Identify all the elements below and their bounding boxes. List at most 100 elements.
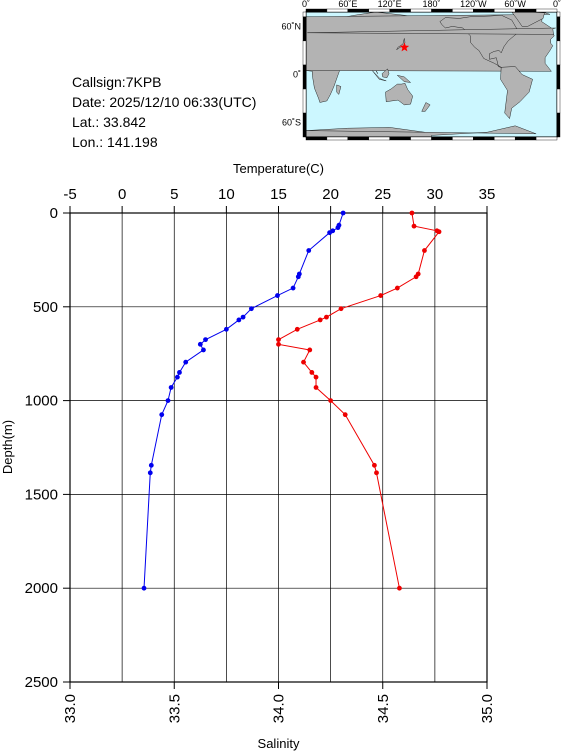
map-frame-segment: [452, 8, 474, 13]
salinity-tick-label: 35.0: [479, 694, 496, 723]
depth-tick-label: 2500: [25, 674, 58, 691]
temperature-data-point: [340, 210, 346, 216]
temperature-data-point: [248, 306, 254, 312]
depth-tick-label: 0: [50, 205, 58, 222]
longitude-text: Lon.: 141.198: [72, 134, 158, 150]
salinity-data-point: [338, 306, 344, 312]
temperature-data-point: [168, 385, 174, 390]
salinity-data-point: [313, 374, 319, 380]
salinity-tick-label: 34.0: [271, 694, 288, 723]
temperature-data-point: [147, 470, 153, 476]
landmass: [336, 84, 342, 95]
salinity-data-point: [276, 341, 281, 347]
map-longitude-label: 60˚W: [504, 0, 526, 9]
map-longitude-label: 0˚: [302, 0, 310, 9]
salinity-data-point: [378, 293, 384, 298]
map-frame-segment: [389, 8, 411, 13]
latitude-text: Lat.: 33.842: [72, 114, 146, 130]
salinity-axis-label: Salinity: [258, 736, 300, 751]
landmass: [396, 74, 412, 83]
map-frame-segment: [305, 136, 328, 141]
salinity-data-point: [294, 326, 300, 332]
map-frame-segment: [410, 136, 432, 141]
temperature-data-point: [165, 398, 171, 403]
map-frame-segment: [326, 8, 349, 13]
temperature-data-point: [177, 370, 182, 375]
temperature-tick-label: -5: [63, 186, 76, 203]
temperature-tick-label: 10: [218, 186, 235, 203]
map-longitude-label: 180˚: [422, 0, 440, 9]
map-frame-segment: [535, 136, 558, 141]
chart-grid: [63, 206, 488, 689]
map-frame-segment: [473, 8, 495, 13]
map-frame-segment: [535, 8, 558, 13]
temperature-data-point: [290, 285, 296, 291]
map-frame-segment: [473, 136, 495, 141]
depth-axis-label: Depth(m): [0, 420, 15, 474]
map-latitude-label: 60˚S: [282, 118, 301, 128]
salinity-data-point: [411, 223, 417, 229]
salinity-tick-labels: 33.0 33.5 34.0 34.5 35.0: [62, 694, 496, 723]
temperature-axis-label: Temperature(C): [233, 161, 324, 176]
map-frame-segment: [494, 8, 516, 13]
landmass: [396, 38, 406, 50]
salinity-data-point: [342, 412, 348, 418]
salinity-data-point: [394, 285, 400, 291]
map-longitude-label: 60˚E: [338, 0, 357, 9]
salinity-data-point: [276, 337, 281, 343]
salinity-tick-label: 33.5: [166, 694, 183, 723]
world-map: 0˚ 60˚E 120˚E 180˚ 120˚W 60˚W 0˚ 60˚N 0˚ 60˚S: [281, 0, 561, 141]
map-frame-segment: [302, 112, 307, 138]
depth-tick-label: 500: [33, 299, 58, 316]
salinity-data-point: [397, 585, 402, 591]
landmass: [500, 66, 533, 120]
station-star-marker: [399, 42, 410, 52]
map-frame-segment: [556, 40, 561, 66]
map-land: [305, 11, 556, 138]
station-info: Callsign:7KPB Date: 2025/12/10 06:33(UTC…: [72, 74, 256, 150]
map-frame-segment: [556, 64, 561, 90]
landmass: [439, 14, 519, 69]
salinity-data-point: [309, 370, 315, 375]
temperature-data-point: [141, 585, 147, 591]
temperature-data-point: [183, 359, 189, 365]
salinity-data-point: [301, 359, 306, 365]
temperature-data-point: [148, 462, 154, 468]
temperature-tick-label: 0: [118, 186, 126, 203]
map-latitude-labels: 60˚N 0˚ 60˚S: [281, 21, 301, 127]
temperature-data-point: [197, 341, 203, 347]
map-frame-segment: [326, 136, 349, 141]
temperature-tick-label: 20: [322, 186, 339, 203]
temperature-data-point: [174, 374, 180, 380]
landmass: [385, 83, 413, 106]
landmass: [305, 11, 555, 72]
temperature-tick-label: 25: [374, 186, 391, 203]
map-frame-segment: [347, 8, 369, 13]
map-longitude-label: 120˚W: [460, 0, 487, 9]
temperature-data-point: [275, 293, 280, 298]
map-longitude-label: 0˚: [553, 0, 561, 9]
callsign-text: Callsign:7KPB: [72, 74, 162, 90]
map-longitude-label: 120˚E: [378, 0, 402, 9]
salinity-data-point: [436, 229, 442, 235]
depth-tick-label: 1000: [25, 393, 58, 410]
map-frame-segment: [431, 8, 453, 13]
salinity-data-point: [409, 210, 415, 216]
salinity-data-point: [372, 462, 377, 468]
temperature-data-point: [201, 347, 206, 353]
landmass: [372, 70, 387, 82]
temperature-data-point: [236, 317, 242, 323]
temperature-data-point: [306, 248, 312, 253]
map-latitude-label: 60˚N: [281, 21, 301, 31]
map-longitude-labels: 0˚ 60˚E 120˚E 180˚ 120˚W 60˚W 0˚: [302, 0, 561, 9]
map-frame-segment: [452, 136, 474, 141]
temperature-data-point: [335, 225, 341, 231]
map-frame-segment: [305, 8, 328, 13]
map-frame-segment: [347, 136, 369, 141]
map-frame-segment: [556, 16, 561, 42]
series-layer: [141, 210, 442, 591]
temperature-data-point: [159, 412, 165, 418]
temperature-data-point: [240, 314, 246, 320]
temperature-data-point: [327, 230, 332, 236]
